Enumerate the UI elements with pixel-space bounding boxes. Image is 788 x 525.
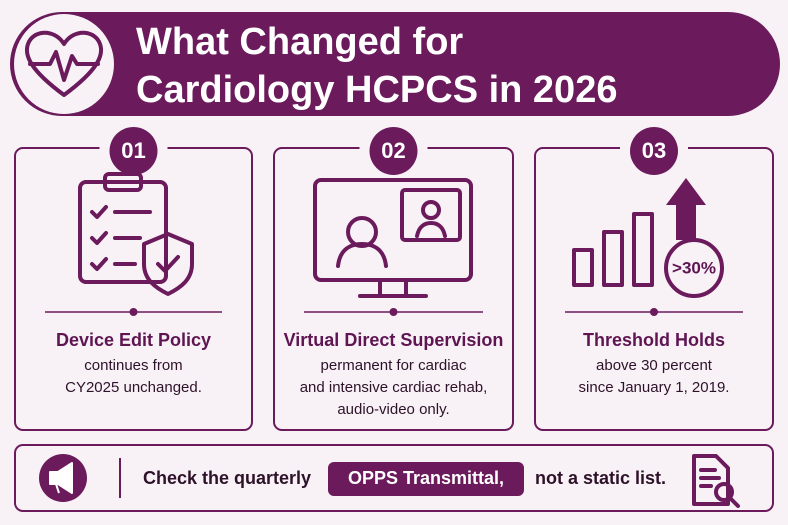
footer-highlight: OPPS Transmittal, [348, 468, 504, 488]
growth-icon: >30% [572, 178, 724, 298]
highlight-pill [328, 462, 524, 496]
badge [109, 127, 158, 175]
badge [630, 127, 678, 175]
divider-dot [129, 308, 138, 316]
title-line: Cardiology HCPCS in 2026 [136, 69, 617, 111]
badge [369, 127, 418, 175]
card-heading: Device Edit Policy [56, 330, 211, 350]
cards: 01 Device Edit Policy continues from CY2025… [14, 127, 774, 431]
card-body: since January 1, 2019. [579, 379, 730, 396]
card-number: 01 [121, 138, 145, 163]
card-body: and intensive cardiac rehab, [300, 379, 488, 396]
threshold-label: >30% [672, 258, 716, 277]
footer-text: Check the quarterly [143, 468, 311, 488]
card-number: 02 [381, 138, 405, 163]
card-body: audio-video only. [337, 401, 449, 418]
title-line: What Changed for [136, 21, 463, 63]
card-body: above 30 percent [596, 357, 713, 374]
card-body: continues from [84, 357, 182, 374]
divider-dot [389, 308, 398, 316]
heart-icon [25, 30, 103, 97]
clipboard-icon [78, 172, 194, 296]
card-body: permanent for cardiac [321, 357, 467, 374]
megaphone-icon [49, 462, 73, 494]
header-banner [10, 12, 780, 116]
card-number: 03 [642, 138, 666, 163]
card-heading: Threshold Holds [583, 330, 725, 350]
document-icon [692, 454, 740, 508]
divider-dot [650, 308, 658, 316]
header-icon-circle [14, 14, 114, 114]
footer-text: not a static list. [535, 468, 666, 488]
card-heading: Virtual Direct Supervision [284, 330, 504, 350]
card-body: CY2025 unchanged. [65, 379, 202, 396]
monitor-icon [313, 178, 473, 298]
